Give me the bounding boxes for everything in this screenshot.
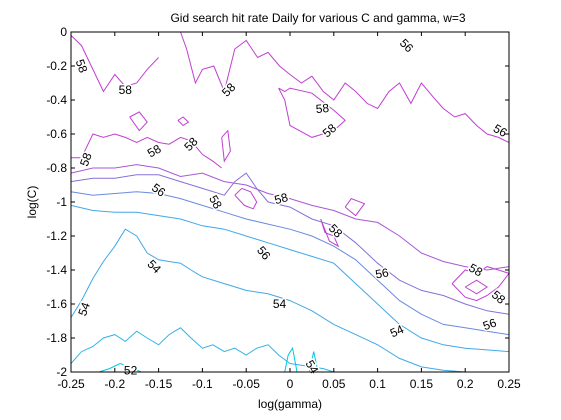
contour-line-58 <box>177 116 190 127</box>
x-tick-label: -0.15 <box>145 377 173 391</box>
contour-line-52 <box>308 351 319 373</box>
y-tick-label: -1 <box>56 195 67 209</box>
contour-line-57 <box>70 164 510 271</box>
contour-line-58 <box>70 35 159 93</box>
y-tick-label: -0.2 <box>46 59 67 73</box>
contour-line-58 <box>320 218 340 248</box>
x-tick-label: 0.05 <box>322 377 346 391</box>
x-tick-label: 0.1 <box>369 377 386 391</box>
contour-line-54 <box>70 204 510 353</box>
contour-line-56 <box>70 172 510 315</box>
y-tick-label: -0.4 <box>46 93 67 107</box>
y-tick-label: -1.6 <box>46 297 67 311</box>
contour-label-56: 56 <box>374 265 390 281</box>
y-tick-label: -1.8 <box>46 331 67 345</box>
contour-label-56: 56 <box>254 243 274 262</box>
contour-label-58: 58 <box>181 134 201 154</box>
contour-line-55 <box>70 191 510 336</box>
contour-label-56: 56 <box>397 36 417 56</box>
contour-line-58 <box>234 187 258 210</box>
contour-label-58: 58 <box>466 261 485 280</box>
x-tick-label: -0.05 <box>233 377 261 391</box>
contour-label-54: 54 <box>302 358 321 377</box>
contour-label-58: 58 <box>73 57 91 75</box>
x-tick-label: -0.2 <box>104 377 125 391</box>
contour-label-56: 56 <box>481 315 499 333</box>
contour-label-54: 54 <box>273 297 287 311</box>
contour-label-58: 58 <box>77 151 95 169</box>
contour-label-58: 58 <box>119 83 133 97</box>
contour-line-58 <box>71 133 223 169</box>
y-tick-label: -0.8 <box>46 161 67 175</box>
x-tick-label: -0.25 <box>57 377 85 391</box>
contour-line-54 <box>70 228 509 373</box>
contour-label-52: 52 <box>124 363 138 377</box>
contour-label-56: 56 <box>149 181 168 200</box>
contour-line-58 <box>464 279 489 295</box>
contour-label-58: 58 <box>145 141 164 160</box>
y-tick-label: 0 <box>60 25 67 39</box>
contour-label-58: 58 <box>320 121 339 141</box>
chart-title: Gid search hit rate Daily for various C … <box>170 11 465 25</box>
y-tick-label: -1.4 <box>46 263 67 277</box>
y-tick-label: -2 <box>56 365 67 379</box>
x-tick-label: 0.25 <box>497 377 521 391</box>
y-axis-label: log(C) <box>25 186 39 219</box>
contour-line-58 <box>221 129 231 163</box>
contour-line-58 <box>180 31 510 143</box>
contour-line-58 <box>344 197 366 217</box>
contour-label-54: 54 <box>388 322 406 340</box>
x-tick-label: 0 <box>287 377 294 391</box>
contour-label-58: 58 <box>219 80 239 100</box>
contour-label-58: 58 <box>206 193 225 212</box>
contour-line-52 <box>98 362 142 373</box>
contour-line-52 <box>284 346 298 373</box>
x-axis-label: log(gamma) <box>258 397 322 411</box>
contour-label-54: 54 <box>75 300 93 318</box>
contour-label-56: 56 <box>491 121 510 140</box>
y-tick-label: -0.6 <box>46 127 67 141</box>
x-tick-label: -0.1 <box>192 377 213 391</box>
contour-label-58: 58 <box>273 190 290 207</box>
y-axis-ticks: 0 -0.2 -0.4 -0.6 -0.8 -1 -1.2 -1.4 -1.6 -1.8 -2 <box>46 25 509 379</box>
x-tick-label: 0.15 <box>410 377 434 391</box>
x-axis-ticks: -0.25 -0.2 -0.15 -0.1 -0.05 0 0.05 0.1 0.15 0.2 0.… <box>57 32 521 391</box>
contour-label-58: 58 <box>315 101 330 116</box>
contour-line-58 <box>278 87 346 138</box>
contour-line-53 <box>70 327 334 373</box>
contour-lines <box>70 31 510 373</box>
contour-line-58 <box>129 111 148 132</box>
x-tick-label: 0.2 <box>457 377 474 391</box>
y-tick-label: -1.2 <box>46 229 67 243</box>
